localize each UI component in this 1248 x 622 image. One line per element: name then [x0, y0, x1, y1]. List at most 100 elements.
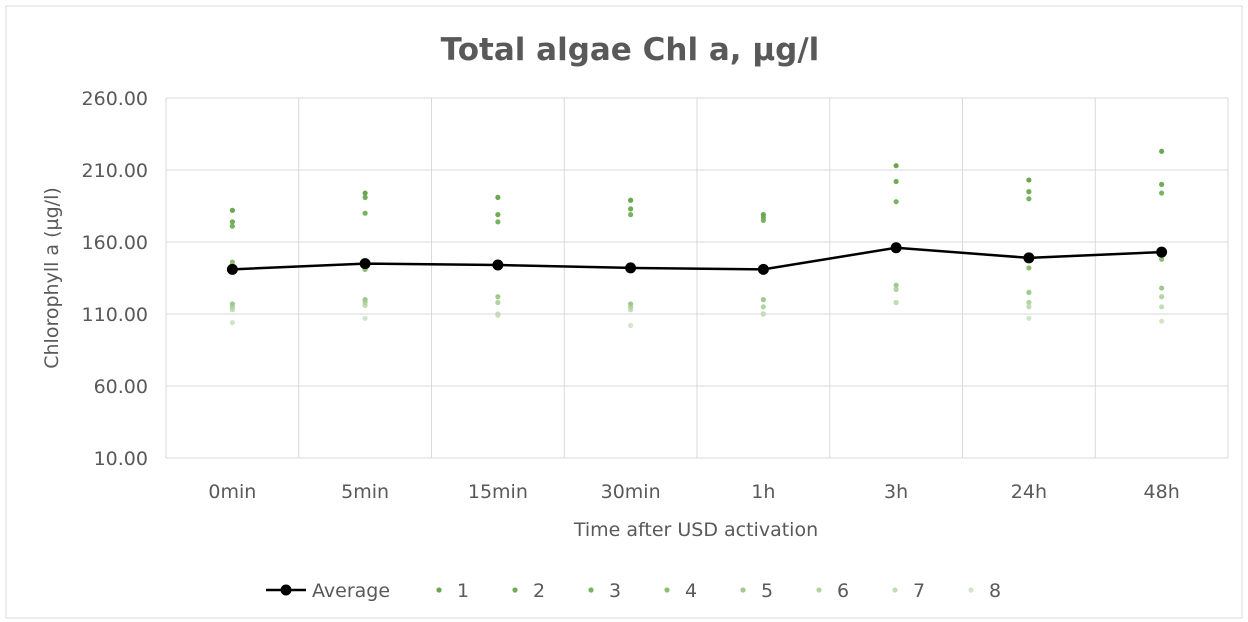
- gridlines: [165, 97, 1229, 459]
- y-tick-labels: 260.00 210.00 160.00 110.00 60.00 10.00: [82, 88, 148, 470]
- x-tick-label: 24h: [1011, 481, 1047, 503]
- legend-item-3: 3: [588, 580, 621, 602]
- y-tick-label: 10.00: [94, 448, 148, 470]
- average-line: [232, 246, 1162, 271]
- data-point: [1159, 256, 1165, 262]
- data-point: [495, 299, 501, 306]
- x-tick-label: 5min: [341, 481, 389, 503]
- data-point: [362, 297, 368, 303]
- data-point: [760, 304, 766, 310]
- legend-label: 2: [533, 580, 545, 602]
- legend-item-7: 7: [892, 580, 925, 602]
- data-point: [1026, 196, 1032, 202]
- data-point: [229, 207, 235, 213]
- average-marker: [890, 242, 902, 254]
- data-point: [893, 199, 899, 205]
- data-point: [229, 320, 235, 326]
- x-tick-labels: 0min 5min 15min 30min 1h 3h 24h 48h: [208, 481, 1179, 503]
- series-7: [229, 299, 1165, 317]
- data-point: [362, 190, 368, 196]
- data-point: [893, 178, 899, 185]
- data-point: [1026, 177, 1032, 183]
- legend-label: 5: [761, 580, 773, 602]
- data-point: [628, 212, 634, 218]
- legend-marker-swatch: [816, 587, 822, 593]
- data-point: [229, 223, 235, 229]
- data-point: [229, 219, 235, 225]
- legend-marker-swatch: [740, 587, 746, 593]
- average-marker: [1023, 252, 1035, 264]
- y-axis-title: Chlorophyll a (µg/l): [41, 187, 63, 369]
- data-point: [1026, 189, 1032, 195]
- series-average: [226, 242, 1168, 275]
- data-point: [628, 322, 634, 329]
- data-point: [362, 315, 368, 321]
- data-point: [495, 294, 501, 300]
- legend-marker-swatch: [588, 587, 594, 593]
- legend-label: 6: [837, 580, 849, 602]
- data-point: [1159, 148, 1165, 154]
- legend-label: 8: [989, 580, 1001, 602]
- legend-marker-swatch: [436, 587, 442, 593]
- y-tick-label: 260.00: [82, 88, 148, 110]
- data-point: [1159, 190, 1165, 196]
- legend-item-1: 1: [436, 580, 469, 602]
- average-marker: [359, 258, 371, 270]
- legend-label: Average: [312, 580, 390, 602]
- data-point: [760, 297, 766, 303]
- data-point: [893, 163, 899, 169]
- data-point: [760, 311, 766, 317]
- legend-item-4: 4: [664, 580, 697, 602]
- x-tick-label: 1h: [751, 481, 775, 503]
- legend-label: 7: [913, 580, 925, 602]
- data-point: [495, 219, 501, 225]
- data-point: [1026, 265, 1032, 271]
- data-point: [1159, 318, 1165, 324]
- series-layer: [226, 148, 1168, 329]
- data-point: [495, 212, 501, 218]
- average-marker: [492, 259, 504, 271]
- data-point: [760, 212, 766, 218]
- data-point: [1026, 299, 1032, 306]
- y-tick-label: 160.00: [82, 232, 148, 254]
- data-point: [628, 301, 634, 307]
- legend-item-8: 8: [968, 580, 1001, 602]
- data-point: [1159, 294, 1165, 300]
- data-point: [1026, 304, 1032, 310]
- series-2: [229, 178, 1165, 225]
- legend-item-6: 6: [816, 580, 849, 602]
- series-1: [229, 148, 1165, 218]
- legend-item-5: 5: [740, 580, 773, 602]
- x-tick-label: 48h: [1144, 481, 1180, 503]
- data-point: [495, 194, 501, 200]
- x-tick-label: 15min: [468, 481, 528, 503]
- data-point: [628, 206, 634, 212]
- x-tick-label: 0min: [208, 481, 256, 503]
- average-marker: [226, 263, 238, 275]
- y-tick-label: 110.00: [82, 304, 148, 326]
- average-marker: [757, 263, 769, 275]
- legend-item-Average: Average: [266, 580, 390, 602]
- legend-label: 3: [609, 580, 621, 602]
- average-marker: [625, 262, 637, 274]
- x-axis-title: Time after USD activation: [573, 519, 818, 541]
- average-marker: [1156, 246, 1168, 258]
- legend-marker-swatch: [664, 587, 670, 593]
- chart-title: Total algae Chl a, µg/l: [441, 32, 820, 68]
- data-point: [628, 197, 634, 203]
- legend-marker-swatch: [512, 587, 518, 593]
- series-5: [229, 282, 1165, 307]
- legend-item-2: 2: [512, 580, 545, 602]
- data-point: [362, 194, 368, 200]
- series-3: [229, 190, 1165, 229]
- chart-border: [5, 5, 1243, 619]
- data-point: [1159, 181, 1165, 187]
- legend-marker-swatch: [968, 587, 974, 593]
- data-point: [893, 299, 899, 306]
- legend-label: 1: [457, 580, 469, 602]
- data-point: [229, 301, 235, 307]
- data-point: [893, 282, 899, 288]
- data-point: [1026, 315, 1032, 321]
- x-tick-label: 3h: [884, 481, 908, 503]
